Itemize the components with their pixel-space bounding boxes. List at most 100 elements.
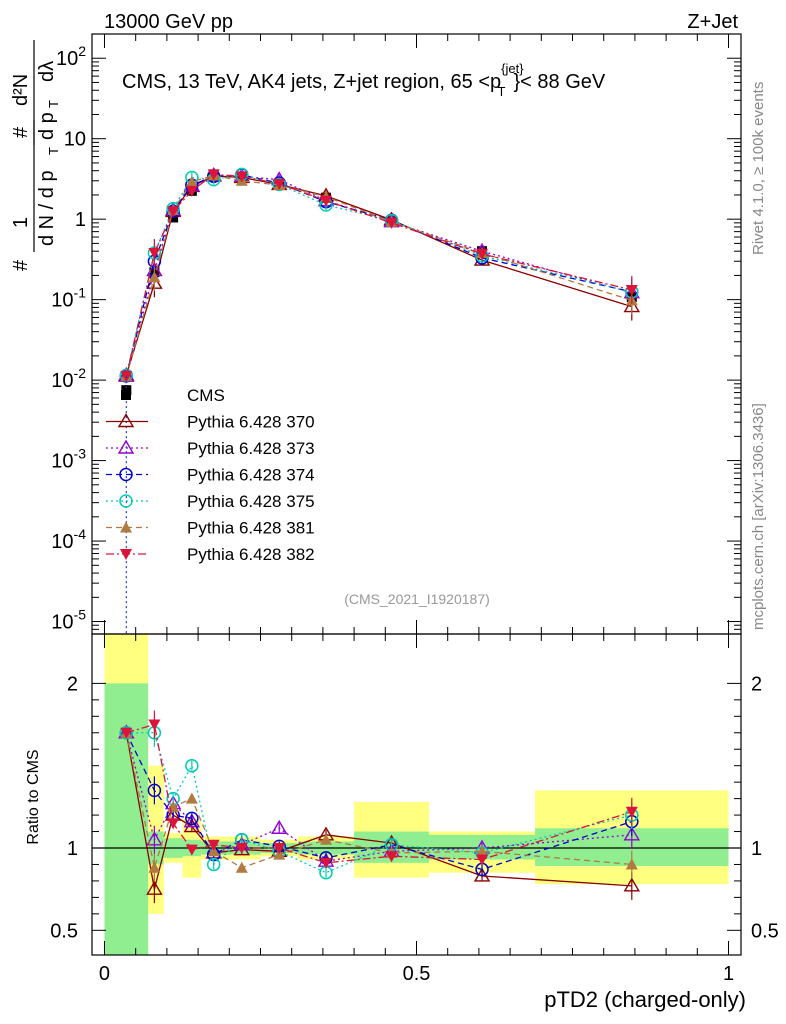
- series-pythia-6-428-382: [120, 169, 638, 383]
- main-y-tick-label: 10-4: [51, 526, 86, 553]
- data-point: [385, 217, 398, 229]
- header-right: Z+Jet: [687, 11, 738, 33]
- data-point: [207, 845, 220, 857]
- ratio-y-label: Ratio to CMS: [25, 749, 42, 844]
- tick-base: 10: [56, 48, 78, 70]
- chart-title: CMS, 13 TeV, AK4 jets, Z+jet region, 65 …: [122, 61, 606, 99]
- ratio-y-tick-label-right: 1: [751, 838, 762, 860]
- analysis-watermark: (CMS_2021_I1920187): [344, 591, 490, 607]
- ylabel-T2: T: [46, 100, 61, 108]
- tick-exponent: -4: [74, 526, 87, 542]
- data-point: [185, 175, 198, 187]
- ratio-y-tick-label-left: 2: [67, 673, 78, 695]
- title-main: CMS, 13 TeV, AK4 jets, Z+jet region, 65 …: [122, 71, 501, 93]
- data-point: [320, 857, 333, 869]
- legend-marker: [119, 467, 133, 482]
- data-point: [320, 195, 333, 207]
- tick-base: 10: [51, 612, 73, 634]
- data-point: [235, 171, 248, 183]
- main-y-tick-label: 10: [64, 129, 86, 151]
- series-pythia-6-428-382: [120, 710, 638, 869]
- tick-exponent: -2: [74, 365, 87, 381]
- data-point: [385, 851, 398, 863]
- data-point: [272, 177, 286, 192]
- data-point: [146, 831, 163, 846]
- tick-base: 10: [51, 370, 73, 392]
- main-y-tick-label: 102: [56, 43, 86, 70]
- legend-label: CMS: [187, 386, 225, 405]
- main-series: [118, 166, 641, 634]
- data-point: [146, 880, 163, 895]
- data-point: [207, 839, 220, 851]
- data-point: [185, 811, 199, 826]
- data-point: [625, 806, 638, 818]
- main-y-tick-label: 10-2: [51, 365, 86, 392]
- main-y-tick-label: 1: [75, 209, 86, 231]
- ylabel-hash-2: #: [10, 126, 32, 138]
- ylabel-dlambda: dλ: [36, 61, 58, 82]
- legend-marker: [117, 413, 135, 428]
- x-tick-label: 0: [99, 963, 110, 985]
- data-point: [476, 845, 489, 857]
- main-y-label: # 1 d N / d p T # d²N d p T dλ: [10, 40, 61, 271]
- ylabel-dp: d p: [36, 112, 58, 140]
- data-point: [207, 169, 220, 181]
- legend-marker: [120, 549, 132, 560]
- data-point: [167, 206, 180, 218]
- data-point: [273, 843, 286, 854]
- x-tick-label: 0.5: [403, 963, 431, 985]
- title-sub: T: [498, 84, 506, 99]
- data-point: [148, 719, 161, 731]
- data-point: [235, 861, 248, 873]
- title-sup: {jet}: [501, 61, 524, 76]
- data-point: [273, 848, 286, 860]
- data-point: [476, 248, 489, 260]
- series-line: [125, 174, 632, 377]
- data-point: [120, 727, 133, 739]
- ylabel-dN: d N / d p: [36, 170, 58, 246]
- tick-exponent: 2: [78, 43, 86, 59]
- data-point: [148, 247, 161, 259]
- ylabel-d2N: d²N: [10, 74, 32, 106]
- legend-marker: [119, 494, 133, 508]
- ratio-y-tick-label-left: 0.5: [50, 920, 78, 942]
- series-line: [125, 175, 632, 376]
- series-line: [125, 173, 632, 377]
- legend-marker: [121, 390, 131, 400]
- legend-marker: [120, 521, 132, 533]
- legend-label: Pythia 6.428 381: [187, 519, 315, 538]
- data-point: [206, 857, 221, 872]
- ratio-y-tick-label-left: 1: [67, 838, 78, 860]
- tick-base: 10: [51, 290, 73, 312]
- data-point: [148, 861, 161, 873]
- data-point: [147, 783, 162, 798]
- legend-label: Pythia 6.428 382: [187, 545, 315, 564]
- data-point: [167, 818, 180, 830]
- tick-base: 10: [51, 531, 73, 553]
- data-point: [185, 185, 198, 197]
- main-panel-frame: [91, 33, 742, 635]
- ratio-y-tick-label-right: 2: [751, 673, 762, 695]
- data-point: [476, 854, 489, 866]
- data-point: [183, 818, 201, 833]
- series-line: [125, 732, 632, 871]
- header-left: 13000 GeV pp: [104, 11, 233, 33]
- data-point: [623, 826, 641, 841]
- data-point: [235, 843, 248, 854]
- series-pythia-6-428-375: [119, 167, 639, 382]
- data-point: [233, 841, 250, 856]
- data-point: [185, 844, 198, 856]
- main-y-tick-label: 10-5: [51, 607, 86, 634]
- title-end: }< 88 GeV: [514, 71, 606, 93]
- legend: CMS Pythia 6.428 370 Pythia 6.428 373 Pythi…: [106, 386, 315, 564]
- series-line: [125, 174, 632, 377]
- data-point: [270, 819, 288, 834]
- series-pythia-6-428-374: [119, 168, 639, 383]
- data-point: [185, 758, 199, 773]
- data-point: [623, 877, 641, 892]
- tick-exponent: -1: [74, 285, 87, 301]
- tick-exponent: -3: [74, 446, 87, 462]
- ratio-series: [118, 710, 641, 904]
